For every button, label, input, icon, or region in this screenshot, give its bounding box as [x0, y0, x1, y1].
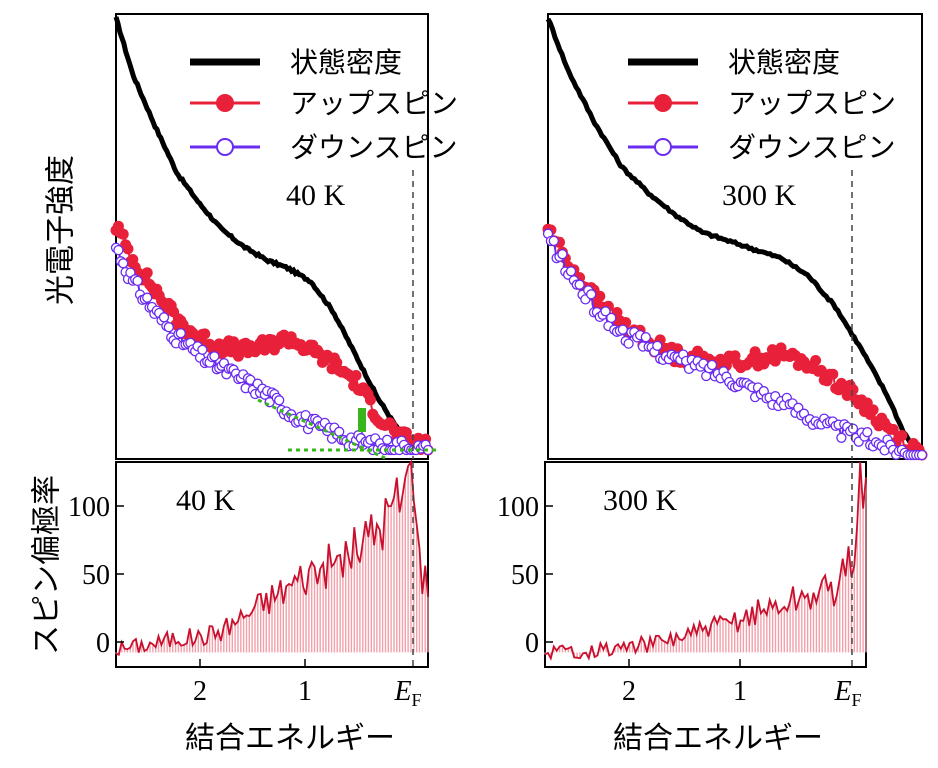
temp-label-300k-spectra: 300 K [722, 179, 797, 212]
plot-40k-polarization [115, 459, 429, 656]
point-down-8 [565, 266, 577, 277]
point-down-41 [209, 351, 220, 362]
xtick-40k-ef-sub: F [412, 690, 422, 710]
ytick-300k-100: 100 [497, 492, 539, 523]
point-down-68 [274, 395, 285, 406]
point-down-22 [163, 322, 174, 333]
series-dos-line [113, 16, 430, 450]
xtick-40k-1: 1 [298, 676, 312, 707]
ytick-40k-100: 100 [68, 492, 110, 523]
point-down-57 [706, 359, 718, 371]
point-down-27 [175, 328, 186, 339]
legend-300k: 状態密度 アップスピン ダウンスピン [628, 46, 896, 164]
point-down-26 [617, 324, 628, 335]
panel-polarization-300k: 300 K 0 50 100 2 1 EF 結合エネルギー [497, 461, 867, 756]
point-up-5 [122, 243, 134, 255]
xlabel-40k: 結合エネルギー [185, 721, 395, 756]
legend-40k-down-label: ダウンスピン [290, 131, 457, 164]
plot-300k-polarization [544, 461, 867, 661]
temp-label-300k-polarization: 300 K [603, 484, 678, 517]
guide-marker-40k [358, 408, 366, 432]
point-down-20 [158, 312, 170, 323]
point-down-22 [606, 312, 617, 324]
point-down-2 [548, 235, 559, 247]
point-down-1 [113, 244, 124, 256]
point-up-106 [847, 384, 859, 396]
series-up-line [547, 228, 923, 456]
point-down-3 [118, 258, 129, 269]
polarization-line [115, 459, 429, 656]
legend-300k-down-marker [654, 138, 672, 156]
point-down-15 [586, 289, 597, 300]
xlabel-300k: 結合エネルギー [613, 721, 823, 756]
xtick-40k-2: 2 [193, 676, 207, 707]
panel-polarization-40k: 40 K 0 50 100 2 1 EF 結合エネルギー [68, 459, 429, 756]
xtick-40k-ef-main: E [393, 676, 411, 707]
series-down-line [547, 233, 922, 457]
legend-300k-down-label: ダウンスピン [728, 131, 895, 164]
xtick-300k-ef: EF [833, 676, 861, 710]
xtick-40k-ef: EF [393, 676, 421, 710]
legend-40k-up-marker [216, 94, 234, 112]
point-down-111 [862, 427, 873, 438]
yticks-40k: 0 50 100 [68, 492, 124, 659]
panel-spectra-40k: 状態密度 アップスピン ダウンスピン 40 K [110, 13, 458, 460]
point-down-28 [623, 338, 634, 349]
point-down-5 [557, 249, 568, 260]
point-down-34 [640, 332, 651, 343]
point-down-20 [600, 306, 611, 317]
point-up-65 [729, 350, 741, 362]
point-up-13 [141, 267, 153, 279]
ytick-300k-0: 0 [525, 628, 539, 659]
xticks-40k: 2 1 EF [193, 659, 422, 710]
point-down-38 [652, 340, 663, 351]
point-up-106 [364, 394, 376, 406]
xtick-300k-ef-main: E [833, 676, 851, 707]
ylabel-photoelectron-intensity: 光電子強度 [44, 155, 79, 305]
point-up-3 [117, 228, 129, 240]
point-up-95 [815, 364, 827, 376]
point-up-51 [232, 350, 244, 362]
series-dos-line [545, 17, 924, 455]
ytick-300k-50: 50 [511, 560, 539, 591]
temp-label-40k-polarization: 40 K [176, 484, 236, 517]
polarization-line [544, 461, 867, 661]
point-down-36 [197, 344, 208, 355]
legend-40k: 状態密度 アップスピン ダウンスピン [190, 46, 458, 164]
legend-40k-dos-label: 状態密度 [290, 46, 402, 79]
point-down-11 [574, 279, 585, 290]
ylabel-spin-polarization: スピン偏極率 [30, 475, 65, 655]
point-up-113 [867, 404, 879, 416]
xticks-300k: 2 1 EF [622, 659, 862, 710]
point-up-123 [896, 430, 908, 441]
ytick-40k-0: 0 [96, 628, 110, 659]
point-down-9 [132, 275, 143, 287]
point-down-113 [382, 434, 393, 445]
point-down-102 [836, 432, 847, 443]
point-down-13 [142, 292, 153, 303]
panel-spectra-300k: 状態密度 アップスピン ダウンスピン 300 K [542, 13, 928, 461]
point-up-100 [350, 370, 362, 381]
xtick-300k-2: 2 [622, 676, 636, 707]
point-up-99 [827, 368, 839, 380]
xtick-300k-1: 1 [733, 676, 747, 707]
yticks-300k: 0 50 100 [497, 492, 553, 659]
legend-40k-down-marker [216, 138, 234, 156]
point-down-106 [847, 423, 859, 434]
ytick-40k-50: 50 [82, 560, 110, 591]
legend-300k-up-marker [654, 94, 672, 112]
point-up-93 [810, 355, 822, 366]
xtick-300k-ef-sub: F [852, 690, 862, 710]
point-up-37 [199, 328, 211, 340]
legend-300k-dos-label: 状態密度 [728, 46, 840, 79]
plot-40k-spectra [110, 16, 434, 456]
plot-300k-spectra [542, 17, 928, 461]
legend-40k-up-label: アップスピン [290, 87, 458, 120]
temp-label-40k-spectra: 40 K [286, 179, 346, 212]
legend-300k-up-label: アップスピン [728, 87, 896, 120]
point-down-130 [916, 449, 928, 461]
point-up-18 [594, 290, 606, 302]
